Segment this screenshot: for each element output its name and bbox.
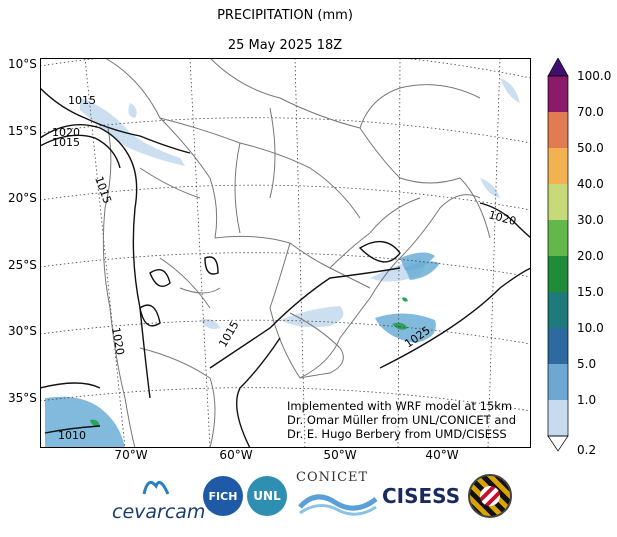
fich-logo: FICH: [203, 476, 243, 516]
conicet-wordmark: CONICET: [296, 470, 369, 485]
precip-area-heavy: [90, 419, 100, 427]
colorbar-tick-label: 100.0: [577, 69, 612, 83]
lon-label-50w: 50°W: [323, 448, 357, 462]
cevarcam-icon: [142, 480, 170, 495]
maryland-seal-center: [480, 486, 500, 506]
isobar-label: 1015: [92, 175, 114, 206]
colorbar-band: [548, 148, 568, 184]
colorbar-tick-label: 50.0: [577, 141, 604, 155]
precip-area-heavy: [392, 322, 408, 330]
unl-logo: UNL: [247, 476, 287, 516]
colorbar-band: [548, 76, 568, 112]
colorbar-band: [548, 364, 568, 400]
map-frame: [40, 58, 531, 448]
isobar-label: 1020: [487, 208, 517, 228]
lon-label-60w: 60°W: [219, 448, 253, 462]
precip-area-light: [80, 98, 185, 166]
colorbar-band: [548, 292, 568, 328]
lat-label-20s: 20°S: [8, 191, 37, 205]
colorbar-band: [548, 328, 568, 364]
maryland-seal-logo: [468, 474, 512, 518]
colorbar-tick-label: 1.0: [577, 393, 597, 407]
lat-label-10s: 10°S: [8, 57, 37, 71]
colorbar-tick-label: 20.0: [577, 249, 604, 263]
lat-label-35s: 35°S: [8, 391, 37, 405]
precip-area-medium: [400, 252, 435, 271]
colorbar-band: [548, 220, 568, 256]
lat-label-30s: 30°S: [8, 324, 37, 338]
precip-area-light: [500, 78, 520, 103]
precip-area-light: [200, 319, 220, 329]
precip-area-medium: [45, 396, 125, 448]
cevarcam-wordmark: cevarcam: [112, 501, 206, 523]
colorbar-tick-label: 10.0: [577, 321, 604, 335]
colorbar-tick-label: 5.0: [577, 357, 597, 371]
colorbar-tick-label: 70.0: [577, 105, 604, 119]
precip-area-medium: [405, 261, 440, 280]
conicet-emblem: [298, 494, 378, 516]
colorbar: [547, 58, 569, 452]
colorbar-extend-bottom: [547, 435, 569, 452]
colorbar-band: [548, 400, 568, 436]
isobar-label: 1020: [109, 326, 127, 356]
isobar-label: 1015: [68, 94, 96, 107]
precip-area-light: [128, 103, 137, 118]
isobar-label: 1015: [216, 319, 241, 350]
lat-label-25s: 25°S: [8, 258, 37, 272]
precip-area-light: [480, 178, 500, 198]
precipitation-areas: [45, 78, 520, 448]
colorbar-tick-label: 40.0: [577, 177, 604, 191]
colorbar-band: [548, 184, 568, 220]
colorbar-band: [548, 256, 568, 292]
cevarcam-logo: cevarcam: [112, 474, 206, 523]
credit-line: Implemented with WRF model at 15km: [287, 399, 513, 413]
isobars: [40, 87, 531, 448]
colorbar-band: [548, 112, 568, 148]
chart-title: PRECIPITATION (mm): [217, 8, 353, 23]
credit-line: Dr. Omar Müller from UNL/CONICET and: [287, 413, 516, 427]
lat-label-15s: 15°S: [8, 124, 37, 138]
precipitation-map: 1015 1020 1015 1015 1020 1015 1025 1020 …: [40, 58, 531, 448]
lon-label-40w: 40°W: [425, 448, 459, 462]
colorbar-tick-label: 0.2: [577, 443, 597, 457]
borders: [102, 58, 491, 448]
credit-line: Dr. E. Hugo Berbery from UMD/CISESS: [287, 427, 507, 441]
isobar-label: 1015: [52, 136, 80, 149]
forecast-datetime: 25 May 2025 18Z: [227, 38, 343, 53]
colorbar-tick-label: 15.0: [577, 285, 604, 299]
conicet-logo: CONICET: [296, 470, 380, 522]
lon-label-70w: 70°W: [114, 448, 148, 462]
precip-area-heavy: [402, 297, 408, 302]
cisess-logo: CISESS: [382, 484, 461, 508]
colorbar-tick-label: 30.0: [577, 213, 604, 227]
colorbar-extend-top: [547, 58, 569, 77]
isobar-label: 1020: [52, 126, 80, 139]
graticule: [40, 58, 531, 448]
isobar-label: 1010: [58, 429, 86, 442]
